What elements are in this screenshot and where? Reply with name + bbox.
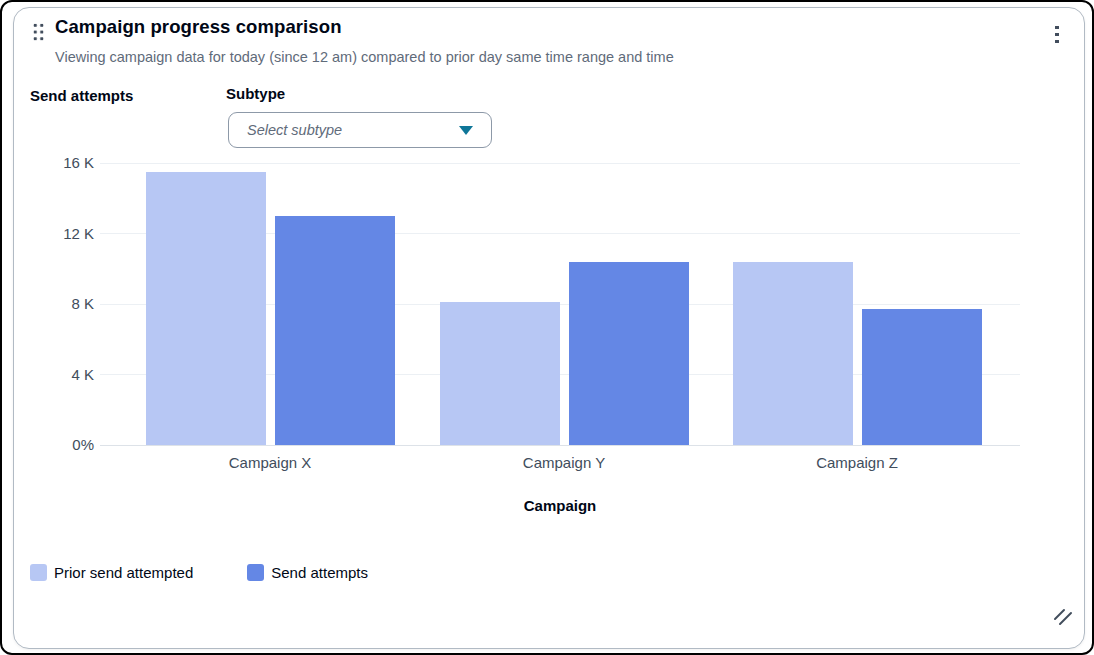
legend-swatch bbox=[247, 564, 264, 581]
chart-legend: Prior send attempted Send attempts bbox=[30, 564, 368, 581]
legend-label: Send attempts bbox=[271, 564, 368, 581]
legend-item-prior-send-attempted[interactable]: Prior send attempted bbox=[30, 564, 193, 581]
x-axis-title: Campaign bbox=[100, 497, 1020, 514]
resize-handle-icon[interactable] bbox=[1052, 607, 1074, 629]
bar-send-attempts-campaign-z[interactable] bbox=[862, 309, 982, 445]
legend-item-send-attempts[interactable]: Send attempts bbox=[247, 564, 368, 581]
legend-swatch bbox=[30, 564, 47, 581]
x-category-label: Campaign Z bbox=[757, 453, 957, 473]
gridline bbox=[100, 163, 1020, 164]
bar-chart: 0% 4 K 8 K 12 K 16 K Campaign X Campaign Y Camp… bbox=[0, 0, 1094, 655]
y-tick-label: 16 K bbox=[36, 153, 94, 173]
bar-prior-send-attempted-campaign-z[interactable] bbox=[733, 262, 853, 445]
y-tick-label: 12 K bbox=[36, 224, 94, 244]
bar-prior-send-attempted-campaign-x[interactable] bbox=[146, 172, 266, 445]
x-category-label: Campaign Y bbox=[464, 453, 664, 473]
bar-send-attempts-campaign-y[interactable] bbox=[569, 262, 689, 445]
y-tick-label: 8 K bbox=[36, 294, 94, 314]
x-category-label: Campaign X bbox=[170, 453, 370, 473]
bar-prior-send-attempted-campaign-y[interactable] bbox=[440, 302, 560, 445]
bar-send-attempts-campaign-x[interactable] bbox=[275, 216, 395, 445]
legend-label: Prior send attempted bbox=[54, 564, 193, 581]
y-tick-label: 4 K bbox=[36, 365, 94, 385]
y-tick-label: 0% bbox=[36, 435, 94, 455]
